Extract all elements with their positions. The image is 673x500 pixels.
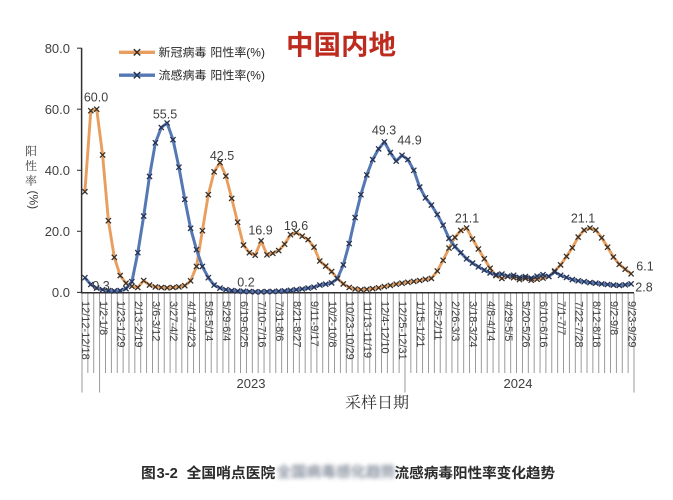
svg-text:8/21-8/27: 8/21-8/27 xyxy=(291,301,303,347)
svg-text:(%): (%) xyxy=(27,191,41,210)
svg-text:20.0: 20.0 xyxy=(45,224,70,239)
svg-text:0.3: 0.3 xyxy=(92,279,109,293)
svg-text:60.0: 60.0 xyxy=(45,102,70,117)
svg-text:6/19-6/25: 6/19-6/25 xyxy=(238,301,250,347)
svg-text:2/26-3/3: 2/26-3/3 xyxy=(449,301,461,341)
svg-text:55.5: 55.5 xyxy=(153,108,177,122)
svg-text:7/1-7/7: 7/1-7/7 xyxy=(555,301,567,335)
svg-text:60.0: 60.0 xyxy=(84,91,108,105)
svg-text:5/8-5/14: 5/8-5/14 xyxy=(203,301,215,341)
svg-text:40.0: 40.0 xyxy=(45,163,70,178)
svg-text:21.1: 21.1 xyxy=(571,212,595,226)
svg-text:5/20-5/26: 5/20-5/26 xyxy=(520,301,532,347)
svg-text:7/31-8/6: 7/31-8/6 xyxy=(273,301,285,341)
svg-text:10/23-10/29: 10/23-10/29 xyxy=(343,301,355,360)
svg-text:6.1: 6.1 xyxy=(636,260,653,274)
svg-text:3/27-4/2: 3/27-4/2 xyxy=(167,301,179,341)
svg-text:7/22-7/28: 7/22-7/28 xyxy=(572,301,584,347)
svg-text:19.6: 19.6 xyxy=(284,219,308,233)
svg-text:12/12-12/18: 12/12-12/18 xyxy=(79,301,91,360)
svg-text:16.9: 16.9 xyxy=(248,224,272,238)
svg-text:21.1: 21.1 xyxy=(455,212,479,226)
svg-text:2/5-2/11: 2/5-2/11 xyxy=(432,301,444,341)
svg-text:3-2: 3-2 xyxy=(157,466,178,482)
svg-text:7/10-7/16: 7/10-7/16 xyxy=(255,301,267,347)
svg-text:2/13-2/19: 2/13-2/19 xyxy=(132,301,144,347)
svg-text:11/13-11/19: 11/13-11/19 xyxy=(361,301,373,358)
svg-text:5/29-6/4: 5/29-6/4 xyxy=(220,301,232,341)
svg-text:0.2: 0.2 xyxy=(237,276,254,290)
svg-text:44.9: 44.9 xyxy=(397,134,421,148)
svg-text:3/6-3/12: 3/6-3/12 xyxy=(150,301,162,341)
svg-text:10/2-10/8: 10/2-10/8 xyxy=(326,301,338,347)
svg-text:3/18-3/24: 3/18-3/24 xyxy=(467,301,479,347)
svg-text:12/25-12/31: 12/25-12/31 xyxy=(396,301,408,360)
svg-text:12/4-12/10: 12/4-12/10 xyxy=(379,301,391,354)
svg-text:4/8-4/14: 4/8-4/14 xyxy=(484,301,496,341)
svg-text:0.0: 0.0 xyxy=(52,285,70,300)
svg-text:1/2-1/8: 1/2-1/8 xyxy=(97,301,109,335)
svg-text:2023: 2023 xyxy=(237,376,266,391)
svg-text:6/10-6/16: 6/10-6/16 xyxy=(537,301,549,347)
svg-text:42.5: 42.5 xyxy=(210,149,234,163)
svg-text:4/29-5/5: 4/29-5/5 xyxy=(502,301,514,341)
svg-text:2.8: 2.8 xyxy=(635,281,652,295)
svg-text:(%): (%) xyxy=(246,69,265,83)
svg-text:(%): (%) xyxy=(246,46,265,60)
svg-text:1/15-1/21: 1/15-1/21 xyxy=(414,301,426,347)
svg-text:1/23-1/29: 1/23-1/29 xyxy=(114,301,126,347)
svg-text:9/11-9/17: 9/11-9/17 xyxy=(308,301,320,347)
svg-text:9/23-9/29: 9/23-9/29 xyxy=(625,301,637,347)
svg-text:8/12-8/18: 8/12-8/18 xyxy=(590,301,602,347)
svg-text:49.3: 49.3 xyxy=(372,124,396,138)
svg-text:4/17-4/23: 4/17-4/23 xyxy=(185,301,197,347)
svg-text:80.0: 80.0 xyxy=(45,41,70,56)
svg-text:2024: 2024 xyxy=(504,376,533,391)
svg-text:9/2-9/8: 9/2-9/8 xyxy=(608,301,620,335)
